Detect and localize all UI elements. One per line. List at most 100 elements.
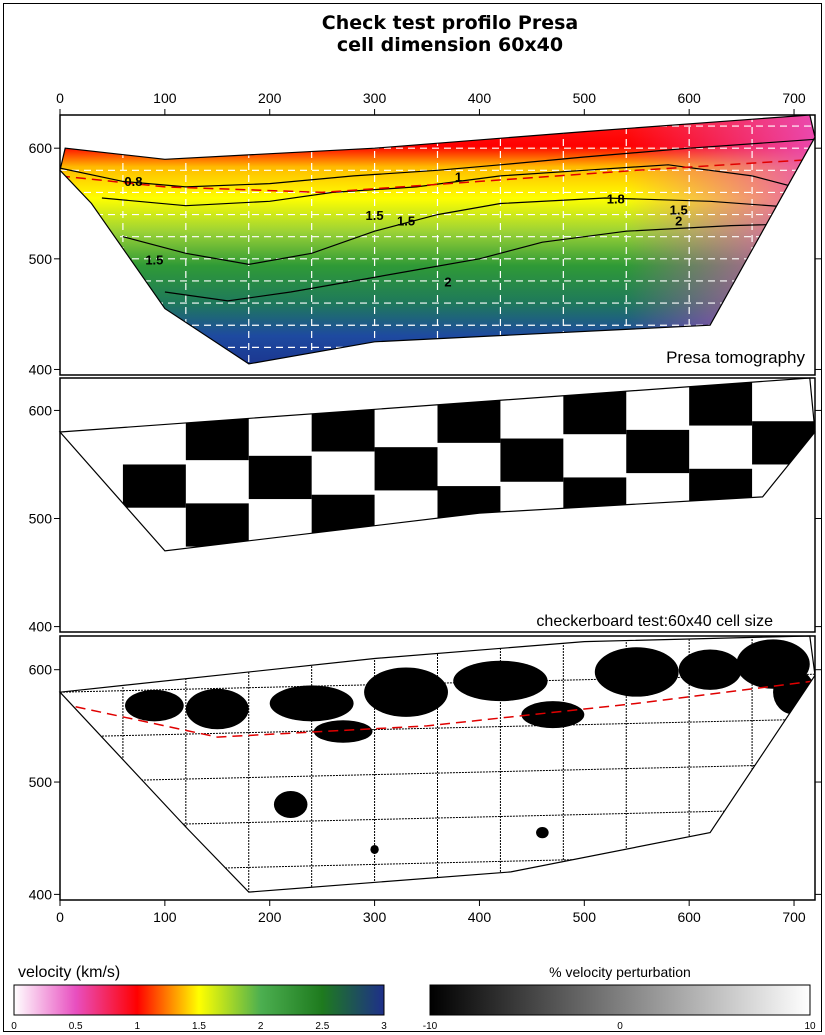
colorbar-tick-label: 0.5 — [69, 1021, 83, 1032]
y-tick-label: 400 — [29, 619, 53, 635]
colorbar-tick-label: 1 — [135, 1021, 141, 1032]
x-tick-label: 100 — [153, 90, 177, 106]
checker-cell — [500, 378, 564, 396]
checker-cell — [122, 464, 186, 508]
y-tick-label: 400 — [29, 361, 53, 377]
x-tick-label: 700 — [782, 909, 806, 925]
panel2-frame — [59, 377, 816, 633]
recovered-anomaly — [521, 701, 585, 729]
figure-frame — [3, 3, 822, 1032]
recovered-fill — [60, 636, 815, 893]
checker-cell — [563, 390, 627, 435]
tomography-boundary — [59, 114, 816, 365]
checker-cell — [815, 201, 825, 244]
recovered-anomaly — [125, 689, 184, 722]
recovered-anomaly — [185, 688, 249, 730]
figure-title: Check test profilo Presa — [321, 12, 579, 34]
checker-cell — [437, 486, 501, 530]
checker-cell — [248, 542, 312, 551]
checker-cell — [689, 382, 753, 426]
checker-cell — [500, 438, 564, 482]
checker-cell — [248, 455, 312, 500]
y-tick-label: 500 — [29, 511, 53, 527]
interface-line — [60, 680, 815, 738]
velocity-colorbar: velocity (km/s) 0 0.5 1 1.5 2 2.5 3 — [11, 964, 387, 1032]
panel3-content — [58, 635, 816, 893]
recovered-anomaly — [364, 667, 448, 717]
contour-line — [101, 164, 815, 207]
contour-line — [122, 197, 815, 266]
recovered-anomaly — [594, 647, 679, 697]
figure-subtitle: cell dimension 60x40 — [336, 34, 564, 56]
y-tick-label: 500 — [29, 774, 53, 790]
panel1-label: Presa tomography — [666, 348, 805, 367]
contour-line — [60, 138, 815, 188]
checker-cell — [311, 494, 375, 538]
velocity-colorbar-ticks: 0 0.5 1 1.5 2 2.5 3 — [11, 1021, 387, 1032]
y-tick-label: 400 — [29, 886, 53, 902]
tomography-fill — [60, 115, 815, 364]
colorbar-tick-label: 2.5 — [315, 1021, 329, 1032]
panel2-y-ticks: 400 500 600 — [29, 402, 821, 635]
checker-cell — [752, 507, 815, 551]
checker-cell — [123, 551, 186, 594]
contour-label: 1.5 — [670, 203, 688, 218]
recovered-anomaly — [678, 649, 742, 690]
panel3-y-ticks: 400 500 600 — [29, 662, 821, 902]
colorbar-tick-label: 1.5 — [192, 1021, 206, 1032]
checker-cell — [626, 429, 690, 474]
colorbar-tick-label: -10 — [423, 1021, 438, 1032]
panel3-x-ticks: 0 100 200 300 400 500 600 700 — [56, 900, 806, 925]
recovered-anomaly — [453, 660, 548, 702]
checker-cell — [374, 533, 438, 551]
y-tick-label: 600 — [29, 662, 53, 678]
panel3-frame — [59, 635, 816, 901]
y-tick-label: 600 — [29, 402, 53, 418]
checker-cell — [374, 378, 438, 404]
contour-label: 2 — [444, 274, 451, 289]
panel1-x-ticks: 0 100 200 300 400 500 600 700 — [56, 90, 806, 115]
checker-cell — [500, 524, 564, 551]
x-tick-label: 400 — [468, 90, 492, 106]
contour-label: 1.5 — [145, 252, 163, 267]
contour-label: 1 — [455, 169, 462, 184]
contour-label: 1.5 — [397, 214, 415, 229]
interface-line — [60, 158, 815, 194]
x-tick-label: 500 — [573, 909, 597, 925]
checker-cell — [185, 416, 249, 461]
recovered-anomaly — [313, 720, 373, 743]
checkerboard-boundary — [58, 377, 816, 552]
velocity-colorbar-label: velocity (km/s) — [18, 964, 120, 981]
checker-cell — [311, 408, 375, 452]
checker-cell — [752, 248, 815, 291]
recovered-anomaly — [273, 791, 308, 818]
colorbar-tick-label: 0 — [617, 1021, 623, 1032]
checker-cell — [122, 378, 186, 422]
checker-cell — [815, 287, 825, 330]
perturbation-colorbar: % velocity perturbation -10 0 10 — [423, 964, 816, 1032]
panel1-frame — [59, 114, 816, 376]
x-tick-label: 300 — [363, 90, 387, 106]
checker-cell — [689, 468, 753, 513]
x-tick-label: 400 — [468, 909, 492, 925]
contour-line — [164, 222, 815, 302]
y-tick-label: 600 — [29, 140, 53, 156]
checker-cell — [815, 460, 825, 503]
x-tick-label: 300 — [363, 909, 387, 925]
recovered-panel: 0 100 200 300 400 500 600 700 400 500 600 — [29, 635, 821, 925]
x-tick-label: 500 — [573, 90, 597, 106]
contour-label: 2 — [675, 214, 682, 229]
checker-cell — [437, 399, 501, 443]
checker-cell — [185, 503, 249, 547]
checker-cell — [374, 447, 438, 491]
colorbar-tick-label: 2 — [258, 1021, 264, 1032]
perturbation-colorbar-ticks: -10 0 10 — [423, 1021, 816, 1032]
colorbar-tick-label: 3 — [381, 1021, 387, 1032]
x-tick-label: 0 — [56, 909, 64, 925]
velocity-colorbar-bar — [13, 984, 385, 1016]
x-tick-label: 600 — [677, 909, 701, 925]
recovered-anomaly — [773, 669, 815, 715]
colorbar-tick-label: 0 — [11, 1021, 17, 1032]
